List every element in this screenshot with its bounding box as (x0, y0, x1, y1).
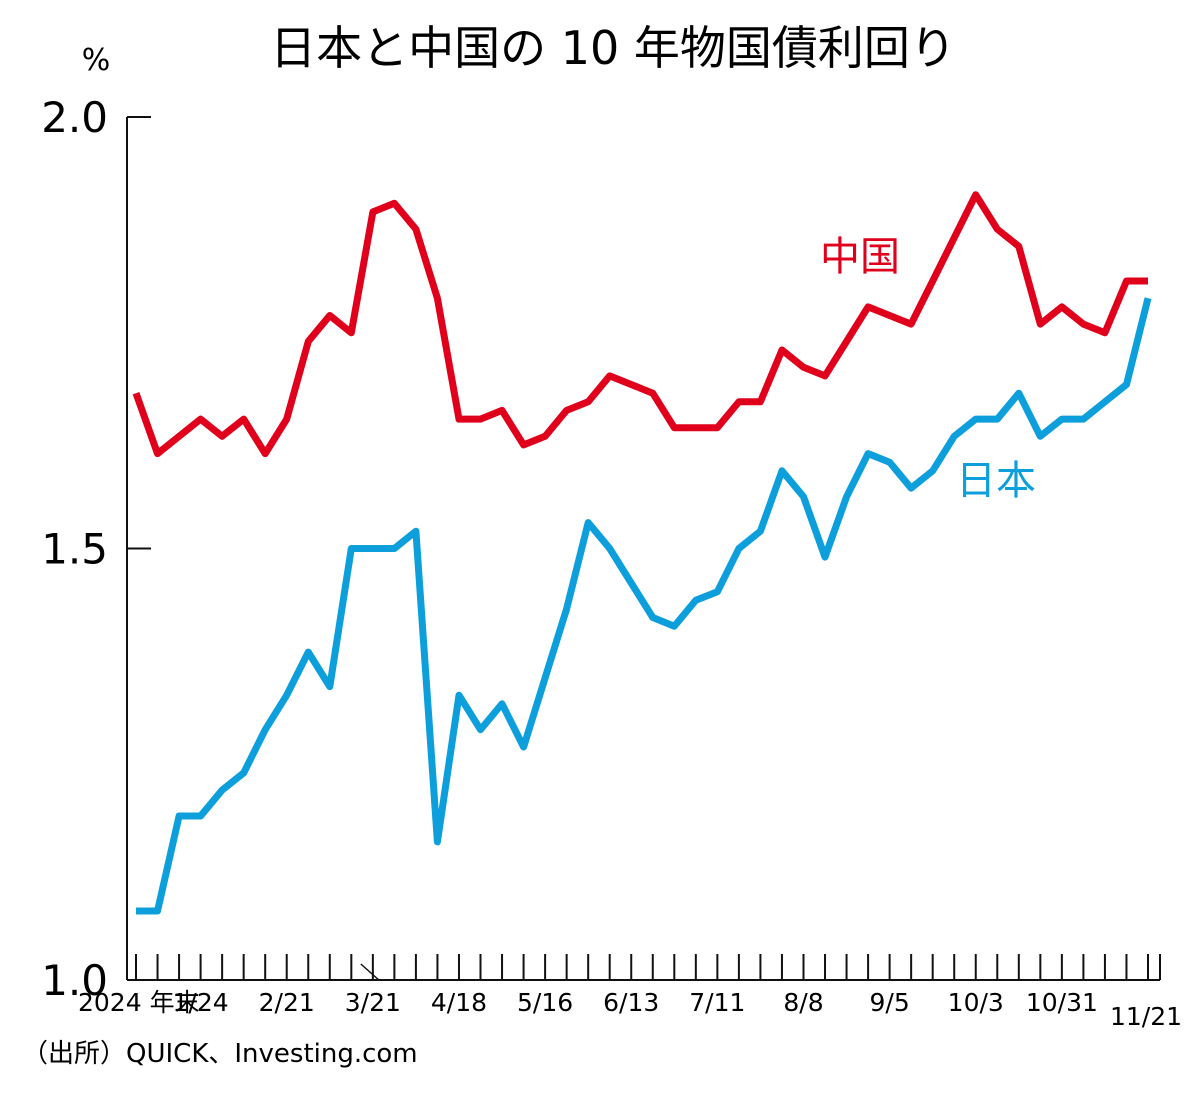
x-tick-label: 11/21 (1110, 1002, 1182, 1031)
y-tick-label: 1.5 (41, 525, 108, 574)
source-note: （出所）QUICK、Investing.com (22, 1039, 418, 1069)
x-tick-label: 7/11 (689, 988, 745, 1017)
x-tick-label: 6/13 (603, 988, 659, 1017)
y-tick-label: 1.0 (41, 956, 108, 1005)
x-tick-label: 10/31 (1026, 988, 1098, 1017)
x-tick-label: 5/16 (517, 988, 573, 1017)
x-tick-label: 10/3 (948, 988, 1004, 1017)
series-layer (132, 191, 1152, 915)
x-tick-label: 8/8 (783, 988, 823, 1017)
x-tick-label: 3/21 (345, 988, 401, 1017)
x-tick-label: 2/21 (259, 988, 315, 1017)
y-tick-label: 2.0 (41, 93, 108, 142)
x-tick-label: 4/18 (431, 988, 487, 1017)
series-line-china (132, 191, 1148, 458)
series-label-china: 中国 (820, 234, 900, 280)
x-tick-label: 9/5 (869, 988, 909, 1017)
x-tick-label: 1/24 (173, 988, 229, 1017)
chart-title: 日本と中国の 10 年物国債利回り (270, 21, 956, 75)
axis-marker (360, 963, 380, 981)
y-axis-unit: % (82, 43, 111, 78)
x-tick-label: 2024 年末 (78, 988, 200, 1017)
series-label-japan: 日本 (956, 458, 1036, 504)
series-line-japan (136, 297, 1152, 915)
